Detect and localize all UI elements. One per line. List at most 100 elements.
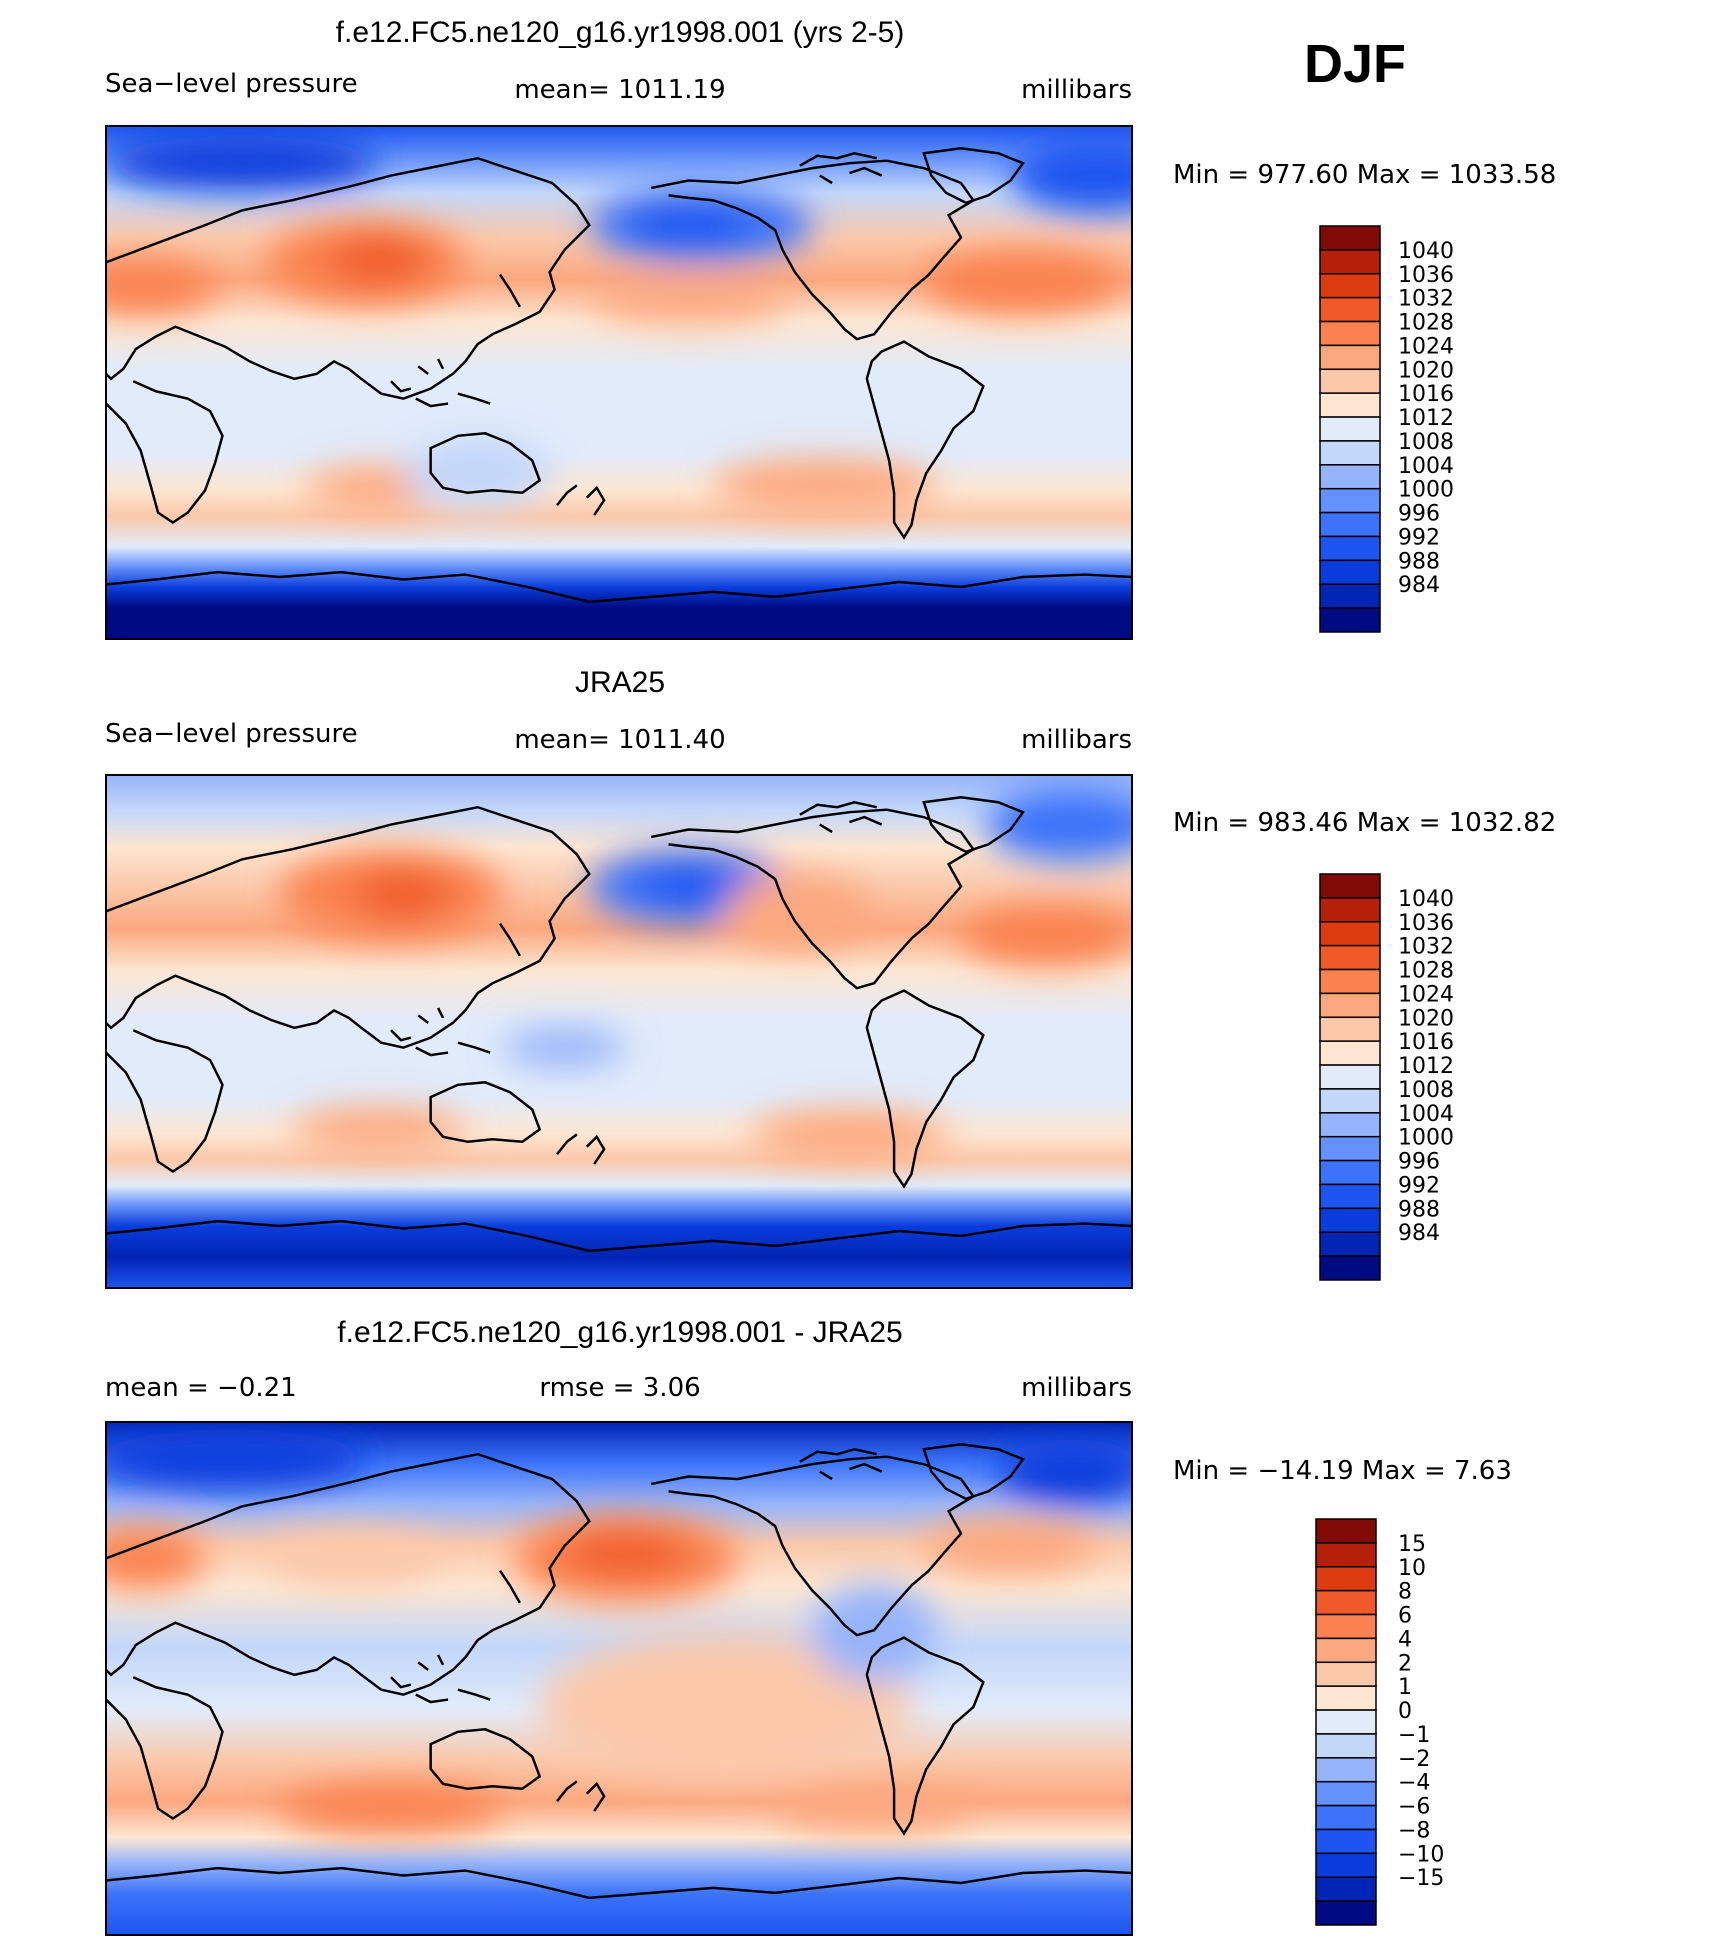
colorbar-level-label: 4: [1398, 1627, 1412, 1652]
colorbar-level-label: −10: [1398, 1842, 1444, 1867]
colorbar-swatch: [1319, 1135, 1381, 1162]
colorbar-swatch: [1319, 392, 1381, 418]
colorbar-level-label: 1024: [1398, 334, 1454, 359]
colorbar-level-label: 1012: [1398, 1054, 1454, 1079]
panel-diff: f.e12.FC5.ne120_g16.yr1998.001 - JRA25 m…: [105, 1316, 1512, 1936]
panel-rmse-label: rmse = 3.06: [539, 1373, 700, 1403]
colorbar-swatch: [1315, 1804, 1377, 1831]
colorbar-swatch: [1315, 1518, 1377, 1544]
panel-title: f.e12.FC5.ne120_g16.yr1998.001 (yrs 2-5): [336, 16, 905, 49]
map-diff: [106, 1422, 1132, 1935]
colorbar-swatch: [1319, 273, 1381, 299]
panel-left-label: Sea−level pressure: [105, 69, 358, 99]
colorbar-swatch: [1319, 1231, 1381, 1257]
colorbar-swatch: [1319, 559, 1381, 585]
colorbar-model: 1040103610321028102410201016101210081004…: [1319, 225, 1454, 633]
colorbar-level-label: 1008: [1398, 1078, 1454, 1103]
colorbar-level-label: 1008: [1398, 430, 1454, 455]
colorbar-swatch: [1319, 607, 1381, 633]
colorbar-level-label: 8: [1398, 1580, 1412, 1605]
panel-minmax: Min = 977.60 Max = 1033.58: [1173, 160, 1556, 190]
colorbar-swatch: [1315, 1661, 1377, 1687]
colorbar-level-label: 992: [1398, 525, 1440, 550]
colorbar-level-label: 988: [1398, 1197, 1440, 1222]
panel-title: f.e12.FC5.ne120_g16.yr1998.001 - JRA25: [337, 1316, 902, 1349]
colorbar-level-label: 988: [1398, 549, 1440, 574]
colorbar-level-label: −1: [1398, 1723, 1430, 1748]
panel-mean-label: mean= 1011.40: [514, 725, 725, 755]
colorbar-swatch: [1319, 225, 1381, 251]
colorbar-swatch: [1319, 1064, 1381, 1090]
panel-obs: JRA25 Sea−level pressure mean= 1011.40 m…: [105, 666, 1556, 1289]
colorbar-level-label: −15: [1398, 1866, 1444, 1891]
colorbar-level-label: 1036: [1398, 911, 1454, 936]
colorbar-swatch: [1315, 1709, 1377, 1735]
colorbar-level-label: 996: [1398, 502, 1440, 527]
colorbar-level-label: 1040: [1398, 239, 1454, 264]
colorbar-level-label: 10: [1398, 1556, 1426, 1581]
colorbar-swatch: [1315, 1566, 1377, 1592]
colorbar-level-label: 1: [1398, 1675, 1412, 1700]
colorbar-level-label: −6: [1398, 1795, 1430, 1820]
colorbar-swatch: [1319, 249, 1381, 275]
colorbar-swatch: [1315, 1900, 1377, 1926]
colorbar-level-label: −4: [1398, 1771, 1430, 1796]
colorbar-level-label: 984: [1398, 573, 1440, 598]
colorbar-swatch: [1319, 1159, 1381, 1186]
colorbar-swatch: [1319, 368, 1381, 394]
colorbar-level-label: 1032: [1398, 287, 1454, 312]
colorbar-swatch: [1319, 583, 1381, 609]
panel-mean-label: mean= 1011.19: [514, 75, 725, 105]
colorbar-swatch: [1319, 1207, 1381, 1233]
colorbar-level-label: −8: [1398, 1818, 1430, 1843]
colorbar-swatch: [1315, 1613, 1377, 1640]
colorbar-swatch: [1319, 440, 1381, 466]
colorbar-swatch: [1315, 1637, 1377, 1664]
colorbar-level-label: 1032: [1398, 935, 1454, 960]
colorbar-swatch: [1315, 1733, 1377, 1759]
colorbar-swatch: [1315, 1828, 1377, 1855]
colorbar-swatch: [1315, 1780, 1377, 1807]
panel-units-label: millibars: [1021, 725, 1132, 755]
map-model: [106, 126, 1132, 639]
colorbar-swatch: [1315, 1589, 1377, 1616]
colorbar-swatch: [1319, 416, 1381, 442]
colorbar-swatch: [1315, 1876, 1377, 1902]
colorbar-swatch: [1315, 1542, 1377, 1568]
colorbar-level-label: 2: [1398, 1651, 1412, 1676]
colorbar-level-label: 1012: [1398, 406, 1454, 431]
colorbar-swatch: [1315, 1757, 1377, 1783]
panel-model: f.e12.FC5.ne120_g16.yr1998.001 (yrs 2-5)…: [105, 16, 1556, 640]
colorbar-level-label: 1036: [1398, 263, 1454, 288]
colorbar-level-label: 6: [1398, 1604, 1412, 1629]
colorbar-swatch: [1319, 992, 1381, 1019]
colorbar-swatch: [1319, 1112, 1381, 1138]
colorbar-swatch: [1319, 511, 1381, 538]
colorbar-swatch: [1319, 320, 1381, 347]
colorbar-swatch: [1315, 1685, 1377, 1711]
map-obs: [106, 775, 1132, 1288]
colorbar-level-label: 0: [1398, 1699, 1412, 1724]
colorbar-level-label: 996: [1398, 1150, 1440, 1175]
panel-minmax: Min = 983.46 Max = 1032.82: [1173, 808, 1556, 838]
colorbar-level-label: 1000: [1398, 1126, 1454, 1151]
colorbar-level-label: 15: [1398, 1532, 1426, 1557]
colorbar-swatch: [1319, 1016, 1381, 1042]
colorbar-level-label: 1000: [1398, 478, 1454, 503]
colorbar-swatch: [1319, 1255, 1381, 1281]
panel-units-label: millibars: [1021, 75, 1132, 105]
colorbar-level-label: 1004: [1398, 454, 1454, 479]
colorbar-swatch: [1319, 487, 1381, 514]
colorbar-swatch: [1319, 344, 1381, 371]
colorbar-swatch: [1319, 464, 1381, 490]
colorbar-level-label: 1024: [1398, 982, 1454, 1007]
panel-minmax: Min = −14.19 Max = 7.63: [1173, 1456, 1512, 1486]
colorbar-swatch: [1319, 944, 1381, 971]
colorbar-swatch: [1319, 1183, 1381, 1210]
colorbar-swatch: [1319, 296, 1381, 323]
colorbar-swatch: [1319, 873, 1381, 899]
panel-left-label: mean = −0.21: [105, 1373, 297, 1403]
colorbar-level-label: 1016: [1398, 382, 1454, 407]
